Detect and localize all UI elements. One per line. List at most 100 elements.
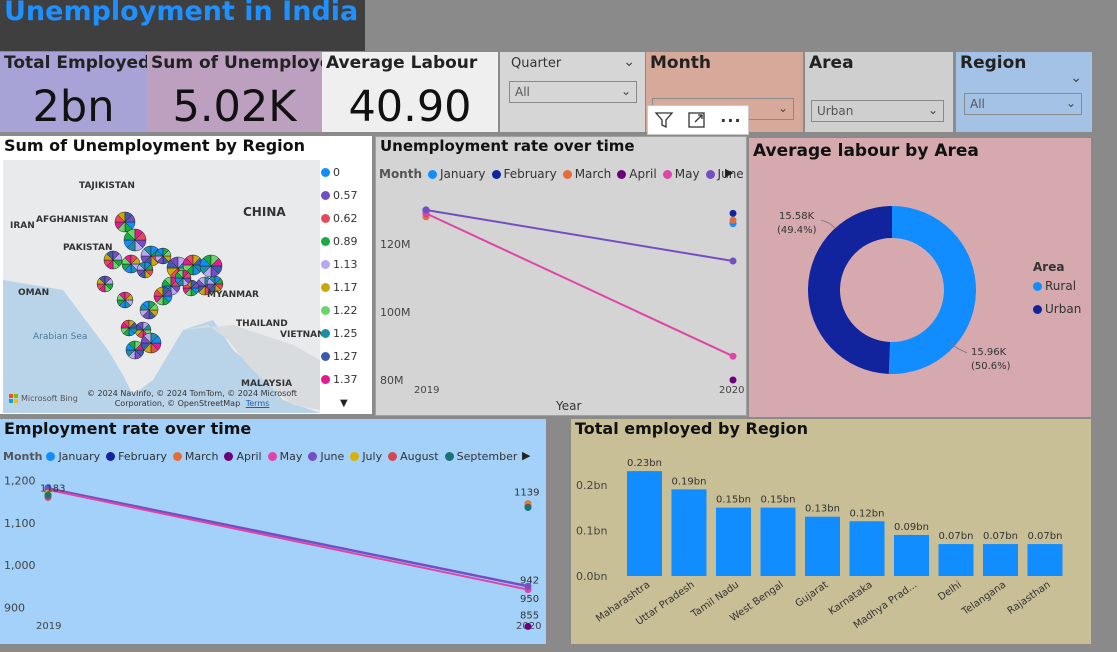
bar-west-bengal[interactable] [760,507,796,576]
data-point-may-2020[interactable] [729,352,737,360]
quarter-dropdown[interactable]: All ⌄ [509,81,637,103]
map-legend-item[interactable]: 1.17 [321,281,358,294]
area-dropdown[interactable]: Urban ⌄ [811,100,944,122]
region-pie-marker[interactable] [136,261,154,279]
region-pie-marker[interactable] [139,300,159,320]
series-line-may[interactable] [47,488,529,591]
legend-next-icon[interactable]: ▶ [725,166,734,179]
series-line-may[interactable] [425,212,734,358]
bar-tamil-nadu[interactable] [716,507,751,576]
chevron-down-icon[interactable]: ⌄ [623,54,635,70]
donut-slice-rural[interactable] [888,206,976,374]
region-slicer[interactable]: Region ⌄ All ⌄ [956,52,1092,132]
bar-gujarat[interactable] [805,516,840,576]
map-legend-item[interactable]: 1.25 [321,327,358,340]
legend-dot [1033,304,1042,314]
bar-maharashtra[interactable] [627,471,662,576]
legend-item-june[interactable]: June [705,167,744,181]
legend-item-april[interactable]: April [224,450,262,463]
map-legend-item[interactable]: 0.57 [321,189,358,202]
region-pie-marker[interactable] [123,228,147,252]
bar-telangana[interactable] [983,544,1018,576]
filter-icon[interactable] [654,110,674,130]
map-legend-item[interactable]: 0.89 [321,235,358,248]
legend-item-march[interactable]: March [562,167,611,181]
map-legend-item[interactable]: 1.13 [321,258,358,271]
region-pie-marker[interactable] [153,286,173,306]
region-pie-marker[interactable] [199,254,223,278]
data-point-june-2020[interactable] [729,257,737,265]
legend-item-june[interactable]: June [308,450,344,463]
quarter-dropdown-value: All [515,85,530,99]
map-legend-item[interactable]: 0 [321,166,340,179]
region-pie-marker[interactable] [103,250,123,270]
legend-item-july[interactable]: July [350,450,382,463]
sum-unemployed-label: Sum of Unemployed [151,53,344,73]
region-pie-marker[interactable] [121,254,141,274]
region-pie-marker[interactable] [116,291,134,309]
legend-item-january[interactable]: January [46,450,100,463]
donut-slice-urban[interactable] [807,206,892,374]
total-employed-card[interactable]: Total Employed 2bn [0,52,150,132]
focus-mode-icon[interactable] [687,110,707,130]
legend-next-icon[interactable]: ▶ [522,449,531,462]
donut-panel[interactable]: Average labour by Area 15.96K (50.6%) 15.5… [749,138,1091,417]
legend-item-may[interactable]: May [662,167,700,181]
legend-item-february[interactable]: February [106,450,167,463]
region-dropdown[interactable]: All ⌄ [964,93,1082,115]
legend-item-september[interactable]: September [444,450,517,463]
bar-chart-panel[interactable]: Total employed by Region 0.2bn 0.1bn 0.0bn… [571,419,1091,644]
region-pie-marker[interactable] [96,275,114,293]
average-labour-card[interactable]: Average Labour 40.90 [322,52,498,132]
region-pie-marker[interactable] [120,319,138,337]
employment-chart-panel[interactable]: Employment rate over time Month January F… [0,419,546,644]
data-point-february-2020[interactable] [729,209,737,217]
map-legend-item[interactable]: 1.37 [321,373,358,386]
data-point-june-2019[interactable] [422,206,430,214]
area-slicer[interactable]: Area Urban ⌄ [805,52,953,132]
legend-item-february[interactable]: February [491,167,557,181]
legend-item-april[interactable]: April [617,167,657,181]
legend-dot [308,452,318,461]
tick-label: 0.1bn [576,524,607,537]
legend-item-march[interactable]: March [172,450,218,463]
bar-uttar-pradesh[interactable] [671,489,707,576]
chevron-down-icon[interactable]: ⌄ [1070,70,1082,86]
map-terms-link[interactable]: Terms [245,399,270,408]
quarter-slicer[interactable]: Quarter ⌄ All ⌄ [500,52,645,132]
more-options-icon[interactable]: ··· [720,110,742,130]
region-pie-marker[interactable] [114,211,136,233]
bar-rajasthan[interactable] [1027,544,1063,576]
legend-item-january[interactable]: January [428,167,486,181]
data-point-june-2020[interactable] [524,582,532,590]
region-pie-marker[interactable] [140,332,162,354]
legend-scroll-down-icon[interactable]: ▼ [340,398,348,409]
india-map[interactable]: TAJIKISTAN AFGHANISTAN IRAN CHINA PAKIST… [3,160,326,413]
legend-label: January [440,167,486,181]
map-label-vietnam: VIETNAM [280,330,327,340]
unemployment-chart-panel[interactable]: Unemployment rate over time Month Januar… [375,136,747,416]
sum-unemployed-card[interactable]: Sum of Unemployed 5.02K [147,52,344,132]
bar-madhya-prad-[interactable] [894,534,929,576]
data-point-april-2020[interactable] [524,622,532,630]
map-legend-item[interactable]: 1.22 [321,304,358,317]
region-pie-marker[interactable] [174,269,192,287]
series-line-june[interactable] [425,209,734,262]
region-pie-marker[interactable] [154,247,172,265]
bar-karnataka[interactable] [849,521,885,576]
map-legend-item[interactable]: 1.27 [321,350,358,363]
data-point-april-2020[interactable] [729,376,737,384]
bar-delhi[interactable] [938,544,974,576]
series-line-june[interactable] [47,487,529,588]
legend-item-may[interactable]: May [267,450,302,463]
map-panel[interactable]: Sum of Unemployment by Region TAJIKISTAN… [0,136,372,414]
map-legend-item[interactable]: 0.62 [321,212,358,225]
legend-item-august[interactable]: August [388,450,439,463]
data-point-september-2020[interactable] [524,504,532,512]
total-employed-value: 2bn [32,82,115,132]
data-point-september-2019[interactable] [44,491,52,499]
data-point-march-2020[interactable] [729,216,737,224]
legend-dot [444,452,454,461]
legend-dot [46,452,56,461]
region-pie-marker[interactable] [206,275,224,293]
